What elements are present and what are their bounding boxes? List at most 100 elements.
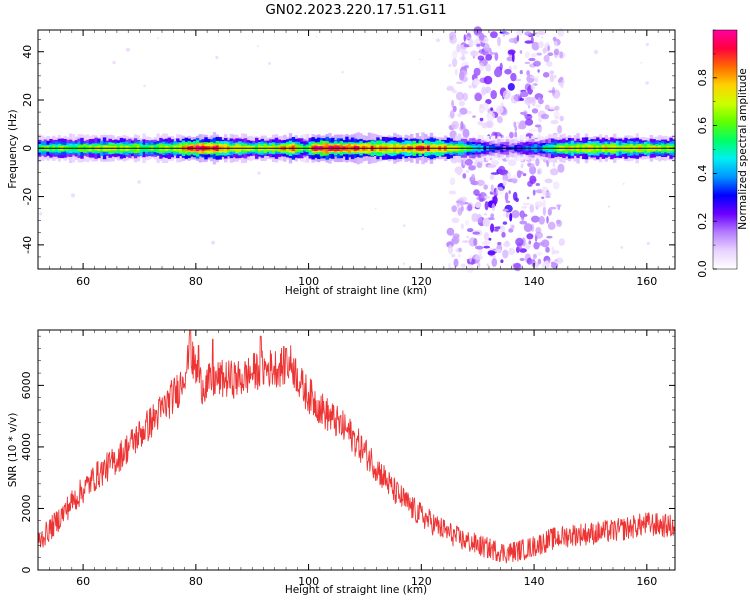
spectrogram-cell	[508, 247, 516, 256]
colorbar-tick-label: 0.8	[696, 69, 709, 87]
spectrogram-cell	[485, 99, 492, 105]
spectrogram-cell	[593, 49, 599, 55]
spectrogram-cell	[497, 36, 501, 47]
x-tick-label: 120	[411, 275, 432, 288]
spectrogram-x-ticks: 60 80 100 120 140 160	[37, 30, 670, 288]
spectrogram-cell	[521, 205, 528, 209]
spectrogram-cell	[530, 83, 536, 91]
spectrogram-cell	[479, 117, 484, 122]
spectrogram-cell	[519, 50, 523, 54]
spectrogram-cell	[448, 63, 452, 68]
spectrogram-cell	[460, 121, 464, 130]
spectrogram-cell	[525, 244, 531, 250]
x-tick-label: 140	[524, 575, 545, 588]
spectrogram-cell	[510, 72, 517, 82]
spectrogram-cell	[515, 237, 524, 247]
spectrogram-cell	[494, 228, 499, 232]
spectrogram-cell	[468, 38, 474, 48]
spectrogram-cell	[537, 69, 540, 73]
spectrogram-cell	[508, 190, 511, 195]
spectrogram-cell	[534, 93, 544, 101]
spectrogram-cell	[541, 36, 544, 39]
spectrogram-cell	[544, 178, 553, 184]
spectrogram-cell	[496, 116, 503, 124]
spectrogram-cell	[460, 223, 464, 230]
spectrogram-cell	[536, 52, 542, 56]
y-tick-label: 0	[20, 567, 33, 574]
spectrogram-cell	[514, 126, 518, 131]
spectrogram-cell	[448, 190, 457, 195]
spectrogram-cell	[514, 78, 522, 82]
spectrogram-cell	[508, 159, 517, 167]
spectrogram-cell	[471, 173, 475, 180]
spectrogram-cell	[485, 63, 492, 72]
spectrogram-cell	[451, 238, 460, 245]
spectrogram-cell	[607, 205, 611, 208]
spectrogram-cell	[490, 223, 495, 233]
spectrogram-cell	[484, 195, 490, 200]
spectrogram-cell	[552, 161, 556, 168]
spectrogram-cell	[529, 175, 537, 184]
spectrogram-cell	[519, 220, 528, 225]
spectrogram-cell	[511, 52, 515, 63]
spectrogram-cell	[519, 257, 525, 262]
spectrogram-cell	[473, 189, 480, 196]
spectrogram-cell	[484, 201, 489, 211]
spectrogram-cell	[508, 228, 514, 233]
spectrogram-cell	[402, 224, 406, 227]
y-tick-label: -20	[21, 188, 34, 206]
spectrogram-cell	[481, 86, 486, 96]
spectrogram-cell	[532, 253, 537, 259]
spectrogram-cell	[544, 104, 550, 111]
spectrogram-frame	[37, 29, 676, 270]
snr-x-label: Height of straight line (km)	[285, 584, 427, 596]
spectrogram-cell	[449, 110, 455, 119]
spectrogram-cell	[493, 249, 502, 252]
spectrogram-cell	[542, 206, 547, 216]
spectrogram-cell	[467, 228, 474, 233]
y-tick-label: 20	[21, 93, 34, 107]
x-tick-label: 60	[76, 275, 90, 288]
spectrogram-cell	[553, 74, 557, 79]
spectrogram-cell	[112, 60, 116, 65]
spectrogram-cell	[469, 50, 479, 57]
spectrogram-cell	[549, 168, 559, 176]
snr-y-label: SNR (10 * v/v)	[7, 413, 19, 488]
spectrogram-cell	[550, 119, 559, 125]
spectrogram-cell	[545, 41, 550, 45]
spectrogram-cell	[473, 238, 478, 247]
spectrogram-cell	[453, 258, 459, 268]
spectrogram-cell	[490, 107, 493, 111]
spectrogram-cell	[531, 41, 540, 51]
spectrogram-cell	[125, 47, 130, 52]
spectrogram-cell	[525, 118, 534, 126]
colorbar-ticks: 0.0 0.2 0.4 0.6 0.8	[696, 29, 717, 278]
colorbar-label: Normalized spectral amplitude	[737, 68, 749, 229]
figure-title: GN02.2023.220.17.51.G11	[265, 2, 446, 18]
spectrogram-cell	[547, 52, 554, 56]
spectrogram-cell	[535, 252, 543, 256]
spectrogram-cell	[492, 195, 498, 205]
spectrogram-cell	[491, 257, 498, 267]
spectrogram-cell	[491, 203, 496, 212]
spectrogram-cell	[507, 83, 515, 91]
spectrogram-cell	[461, 53, 465, 61]
spectrogram-cell	[549, 73, 555, 83]
spectrogram-cell	[463, 44, 471, 48]
spectrogram-cell	[462, 157, 466, 166]
spectrogram-cell	[436, 38, 440, 43]
spectrogram-cell	[466, 110, 473, 115]
spectrogram-cell	[476, 43, 481, 47]
spectrogram-cell	[499, 62, 503, 71]
spectrogram-cell	[535, 104, 542, 109]
spectrogram-cell	[505, 200, 511, 204]
spectrogram-cell	[143, 84, 146, 88]
spectrogram-cell	[341, 71, 344, 74]
spectrogram-cell	[534, 78, 539, 83]
spectrogram-cell	[459, 71, 465, 81]
spectrogram-cell	[500, 259, 504, 264]
spectrogram-cell	[512, 178, 518, 184]
spectrogram-cell	[454, 68, 458, 76]
spectrogram-cell	[502, 221, 508, 225]
